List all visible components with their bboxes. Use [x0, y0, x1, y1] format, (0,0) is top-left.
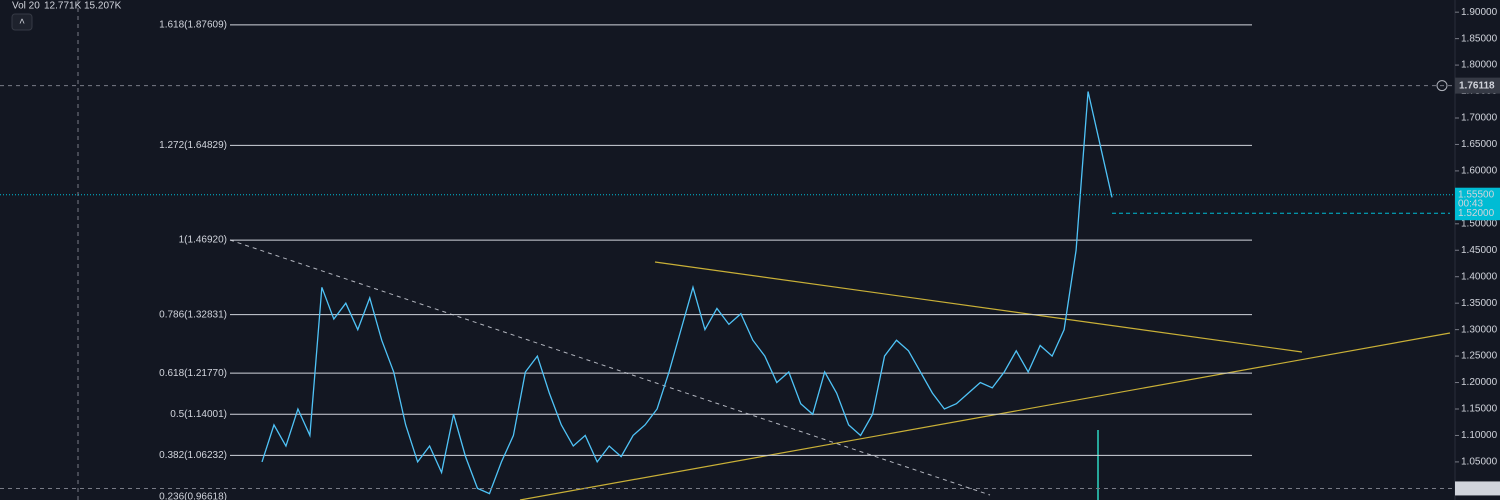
legend-value: 15.207K: [84, 1, 122, 12]
add-button: [1436, 80, 1448, 92]
y-tick-label: 1.10000: [1461, 430, 1498, 441]
fib-label: 1(1.46920): [179, 235, 227, 246]
fib-label: 0.5(1.14001): [170, 409, 227, 420]
collapse-button[interactable]: [11, 13, 33, 31]
fib-label: 1.618(1.87609): [159, 19, 227, 30]
y-tick-label: 1.20000: [1461, 377, 1498, 388]
trendline: [654, 261, 1303, 353]
crosshair-label-box: [1455, 77, 1500, 94]
y-tick-label: 1.15000: [1461, 404, 1498, 415]
order-price-label: 1.52000: [1458, 208, 1495, 219]
y-tick-label: 1.05000: [1461, 457, 1498, 468]
y-tick-label: 1.30000: [1461, 324, 1498, 335]
y-tick-label: 1.70000: [1461, 113, 1498, 124]
fib-label: 0.382(1.06232): [159, 450, 227, 461]
low-price-label: 0.99985: [1459, 483, 1496, 494]
price-box: [1455, 187, 1500, 221]
legend-title: Vol 20: [12, 1, 40, 12]
y-tick-label: 1.25000: [1461, 351, 1498, 362]
y-tick-label: 1.85000: [1461, 33, 1498, 44]
legend-value: 12.771K: [44, 1, 82, 12]
y-tick-label: 1.60000: [1461, 166, 1498, 177]
collapse-icon: ˄: [19, 17, 25, 28]
y-tick-label: 1.40000: [1461, 271, 1498, 282]
y-tick-label: 1.80000: [1461, 60, 1498, 71]
y-tick-label: 1.50000: [1461, 218, 1498, 229]
y-tick-label: 1.65000: [1461, 139, 1498, 150]
fib-label: 0.236(0.96618): [159, 492, 227, 500]
low-price-box: [1455, 481, 1500, 496]
trendline-dashed: [229, 239, 991, 496]
price-line: [261, 91, 1113, 495]
trendline: [519, 332, 1451, 500]
fib-label: 1.272(1.64829): [159, 140, 227, 151]
countdown: 00:43: [1458, 199, 1483, 210]
fib-label: 0.618(1.21770): [159, 368, 227, 379]
y-tick-label: 1.45000: [1461, 245, 1498, 256]
last-price-label: 1.55500: [1458, 189, 1495, 200]
crosshair-label: 1.76118: [1459, 80, 1495, 91]
y-tick-label: 1.90000: [1461, 7, 1498, 18]
fib-label: 0.786(1.32831): [159, 309, 227, 320]
y-tick-label: 1.35000: [1461, 298, 1498, 309]
